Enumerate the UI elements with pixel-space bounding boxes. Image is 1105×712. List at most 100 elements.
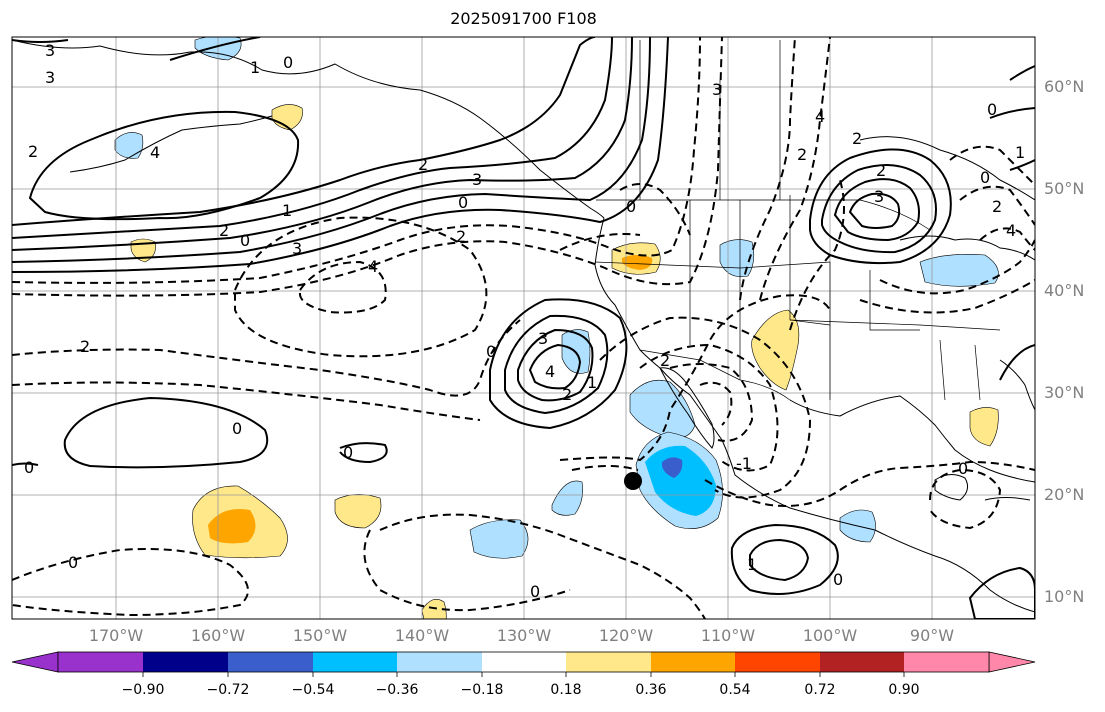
lat-label-60n: 60°N bbox=[1044, 77, 1085, 96]
colorbar bbox=[11, 651, 1036, 677]
colorbar-tick-label: −0.72 bbox=[206, 682, 250, 698]
positive-anomaly-region bbox=[208, 509, 256, 544]
contour-label: 0 bbox=[24, 458, 34, 477]
contour-label: 1 bbox=[250, 58, 260, 77]
contour-label: 4 bbox=[368, 257, 378, 276]
contour-line bbox=[759, 37, 831, 301]
contour-line bbox=[619, 183, 691, 236]
colorbar-min-extension bbox=[11, 651, 59, 673]
contour-label: 2 bbox=[852, 129, 862, 148]
map-title: 2025091700 F108 bbox=[450, 9, 597, 28]
contour-line bbox=[12, 39, 69, 43]
contour-label: 2 bbox=[80, 337, 90, 356]
colorbar-segment bbox=[566, 652, 652, 672]
contour-label: 0 bbox=[458, 193, 468, 212]
colorbar-tick-label: −0.54 bbox=[291, 682, 335, 698]
negative-anomaly-region bbox=[469, 519, 529, 559]
state-line bbox=[869, 270, 920, 331]
contour-label: 1 bbox=[587, 373, 597, 392]
contour-label: 3 bbox=[874, 187, 884, 206]
contour-line bbox=[559, 233, 641, 251]
contour-label: 0 bbox=[530, 582, 540, 601]
contour-line bbox=[599, 316, 812, 499]
graticule bbox=[12, 37, 1035, 619]
contour-line bbox=[12, 37, 633, 251]
lat-label-30n: 30°N bbox=[1044, 383, 1085, 402]
contour-label: 0 bbox=[980, 168, 990, 187]
contour-label: 2 bbox=[456, 227, 466, 246]
contour-line bbox=[517, 328, 594, 402]
contour-labels: 3 3 0 1 2 4 2 3 0 2 1 0 3 2 4 2 0 3 4 2 … bbox=[24, 41, 1025, 601]
lon-label-120w: 120°W bbox=[598, 626, 654, 645]
lat-label-40n: 40°N bbox=[1044, 281, 1085, 300]
us-canada-border bbox=[596, 199, 931, 231]
yucatan bbox=[934, 474, 969, 501]
contour-label: 3 bbox=[45, 41, 55, 60]
positive-anomaly-region bbox=[334, 494, 382, 529]
contour-line bbox=[968, 566, 1035, 619]
contour-line bbox=[379, 513, 706, 619]
contour-line bbox=[12, 37, 723, 297]
contour-label: 3 bbox=[472, 170, 482, 189]
contour-line bbox=[339, 442, 388, 464]
contour-line bbox=[12, 37, 651, 263]
cuba bbox=[984, 497, 1031, 501]
contour-line bbox=[12, 462, 39, 466]
positive-contours bbox=[12, 37, 1035, 619]
colorbar-tick-label: 0.72 bbox=[804, 682, 836, 698]
colorbar-segment bbox=[820, 652, 906, 672]
contour-line bbox=[929, 468, 1002, 530]
contour-line bbox=[821, 164, 937, 254]
contour-line bbox=[639, 343, 779, 472]
contour-label: 0 bbox=[987, 100, 997, 119]
contour-label: 1 bbox=[282, 201, 292, 220]
contour-line bbox=[489, 298, 628, 430]
lon-label-110w: 110°W bbox=[700, 626, 756, 645]
colorbar-segment bbox=[904, 652, 989, 672]
colorbar-tick-label: 0.54 bbox=[719, 682, 751, 698]
hudson-coast bbox=[859, 136, 1035, 201]
contour-label: 3 bbox=[712, 80, 722, 99]
contour-line bbox=[1009, 65, 1035, 81]
contour-label: 0 bbox=[958, 459, 968, 478]
contour-label: 4 bbox=[545, 362, 555, 381]
contour-line bbox=[949, 145, 1035, 186]
contour-label: 2 bbox=[219, 221, 229, 240]
contour-line bbox=[363, 529, 571, 612]
colorbar-segment bbox=[482, 652, 568, 672]
contour-label: 2 bbox=[418, 155, 428, 174]
positive-anomaly-region bbox=[622, 255, 653, 270]
state-line bbox=[974, 344, 981, 401]
contour-line bbox=[299, 260, 387, 314]
colorbar-ticks bbox=[142, 672, 905, 677]
colorbar-segment bbox=[313, 652, 399, 672]
colorbar-tick-label: 0.18 bbox=[550, 682, 582, 698]
contour-label: 0 bbox=[833, 570, 843, 589]
location-marker-dot bbox=[624, 472, 642, 490]
contour-label: 2 bbox=[660, 351, 670, 370]
political-borders bbox=[594, 40, 1001, 401]
contour-line bbox=[999, 344, 1035, 381]
negative-anomaly-region bbox=[629, 379, 696, 439]
contour-label: 2 bbox=[797, 145, 807, 164]
contour-line bbox=[12, 37, 613, 239]
colorbar-segment bbox=[58, 652, 144, 672]
contour-label: 3 bbox=[292, 239, 302, 258]
state-line bbox=[594, 261, 831, 269]
contour-line bbox=[739, 37, 796, 301]
state-line bbox=[789, 319, 1001, 331]
contour-line bbox=[234, 216, 488, 358]
contour-line bbox=[749, 538, 810, 582]
negative-anomaly-region bbox=[551, 480, 583, 516]
coastlines bbox=[12, 39, 1035, 613]
contour-line bbox=[169, 37, 261, 61]
colorbar-tick-label: 0.90 bbox=[888, 682, 920, 698]
colorbar-segment bbox=[228, 652, 314, 672]
contour-line bbox=[959, 185, 1035, 226]
contour-line bbox=[504, 314, 609, 415]
contour-label: 2 bbox=[28, 142, 38, 161]
florida bbox=[999, 359, 1035, 411]
contour-label: 0 bbox=[343, 443, 353, 462]
contour-line bbox=[63, 396, 269, 469]
contour-line bbox=[859, 279, 1035, 314]
